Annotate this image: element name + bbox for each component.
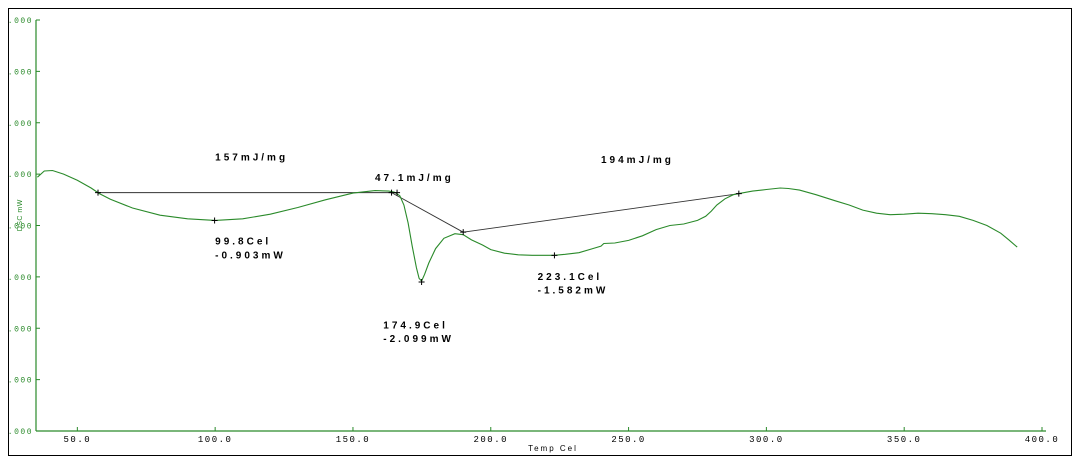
annotation-label: 174.9Cel [383, 320, 448, 331]
annotation-label: 194mJ/mg [601, 155, 674, 166]
x-tick-label: 300.0 [749, 435, 784, 445]
point-marker [418, 278, 425, 285]
y-tick-label: 3.000 [9, 17, 33, 26]
annotation-label: 47.1mJ/mg [375, 173, 454, 184]
y-tick-label: -1.000 [9, 223, 33, 232]
annotation-label: -0.903mW [215, 250, 286, 261]
y-tick-label: 1.000 [9, 120, 33, 129]
y-tick-label: -4.000 [9, 377, 33, 386]
y-tick-label: -3.000 [9, 325, 33, 334]
x-tick-label: 50.0 [64, 435, 92, 445]
x-tick-label: 100.0 [198, 435, 233, 445]
x-tick-label: 350.0 [887, 435, 922, 445]
point-marker [460, 229, 467, 236]
annotation-label: -2.099mW [383, 334, 454, 345]
point-marker [735, 190, 742, 197]
x-tick-label: 400.0 [1025, 435, 1060, 445]
point-marker [551, 252, 558, 259]
point-marker [388, 189, 395, 196]
annotation-label: 99.8Cel [215, 237, 271, 248]
point-marker [95, 189, 102, 196]
y-tick-label: 0.000 [9, 171, 33, 180]
x-axis-label: Temp Cel [528, 444, 578, 453]
point-marker [211, 217, 218, 224]
x-tick-label: 250.0 [611, 435, 646, 445]
y-tick-label: -5.000 [9, 428, 33, 437]
point-marker [394, 189, 401, 196]
y-tick-label: 2.000 [9, 68, 33, 77]
integration-baseline [463, 193, 739, 233]
integration-baseline [391, 192, 464, 233]
annotation-label: 223.1Cel [538, 272, 603, 283]
annotation-label: 157mJ/mg [215, 152, 288, 163]
x-tick-label: 150.0 [336, 435, 371, 445]
dsc-curve [37, 169, 1018, 282]
dsc-chart: 3.000 2.000 1.000 0.000 -1.000 -2.000 -3.000 -4… [9, 17, 1060, 453]
y-axis-label: DSC mW [17, 199, 24, 231]
chart-frame: 3.000 2.000 1.000 0.000 -1.000 -2.000 -3.000 -4… [8, 8, 1072, 456]
y-tick-label: -2.000 [9, 274, 33, 283]
annotation-label: -1.582mW [538, 285, 609, 296]
x-tick-label: 200.0 [474, 435, 509, 445]
